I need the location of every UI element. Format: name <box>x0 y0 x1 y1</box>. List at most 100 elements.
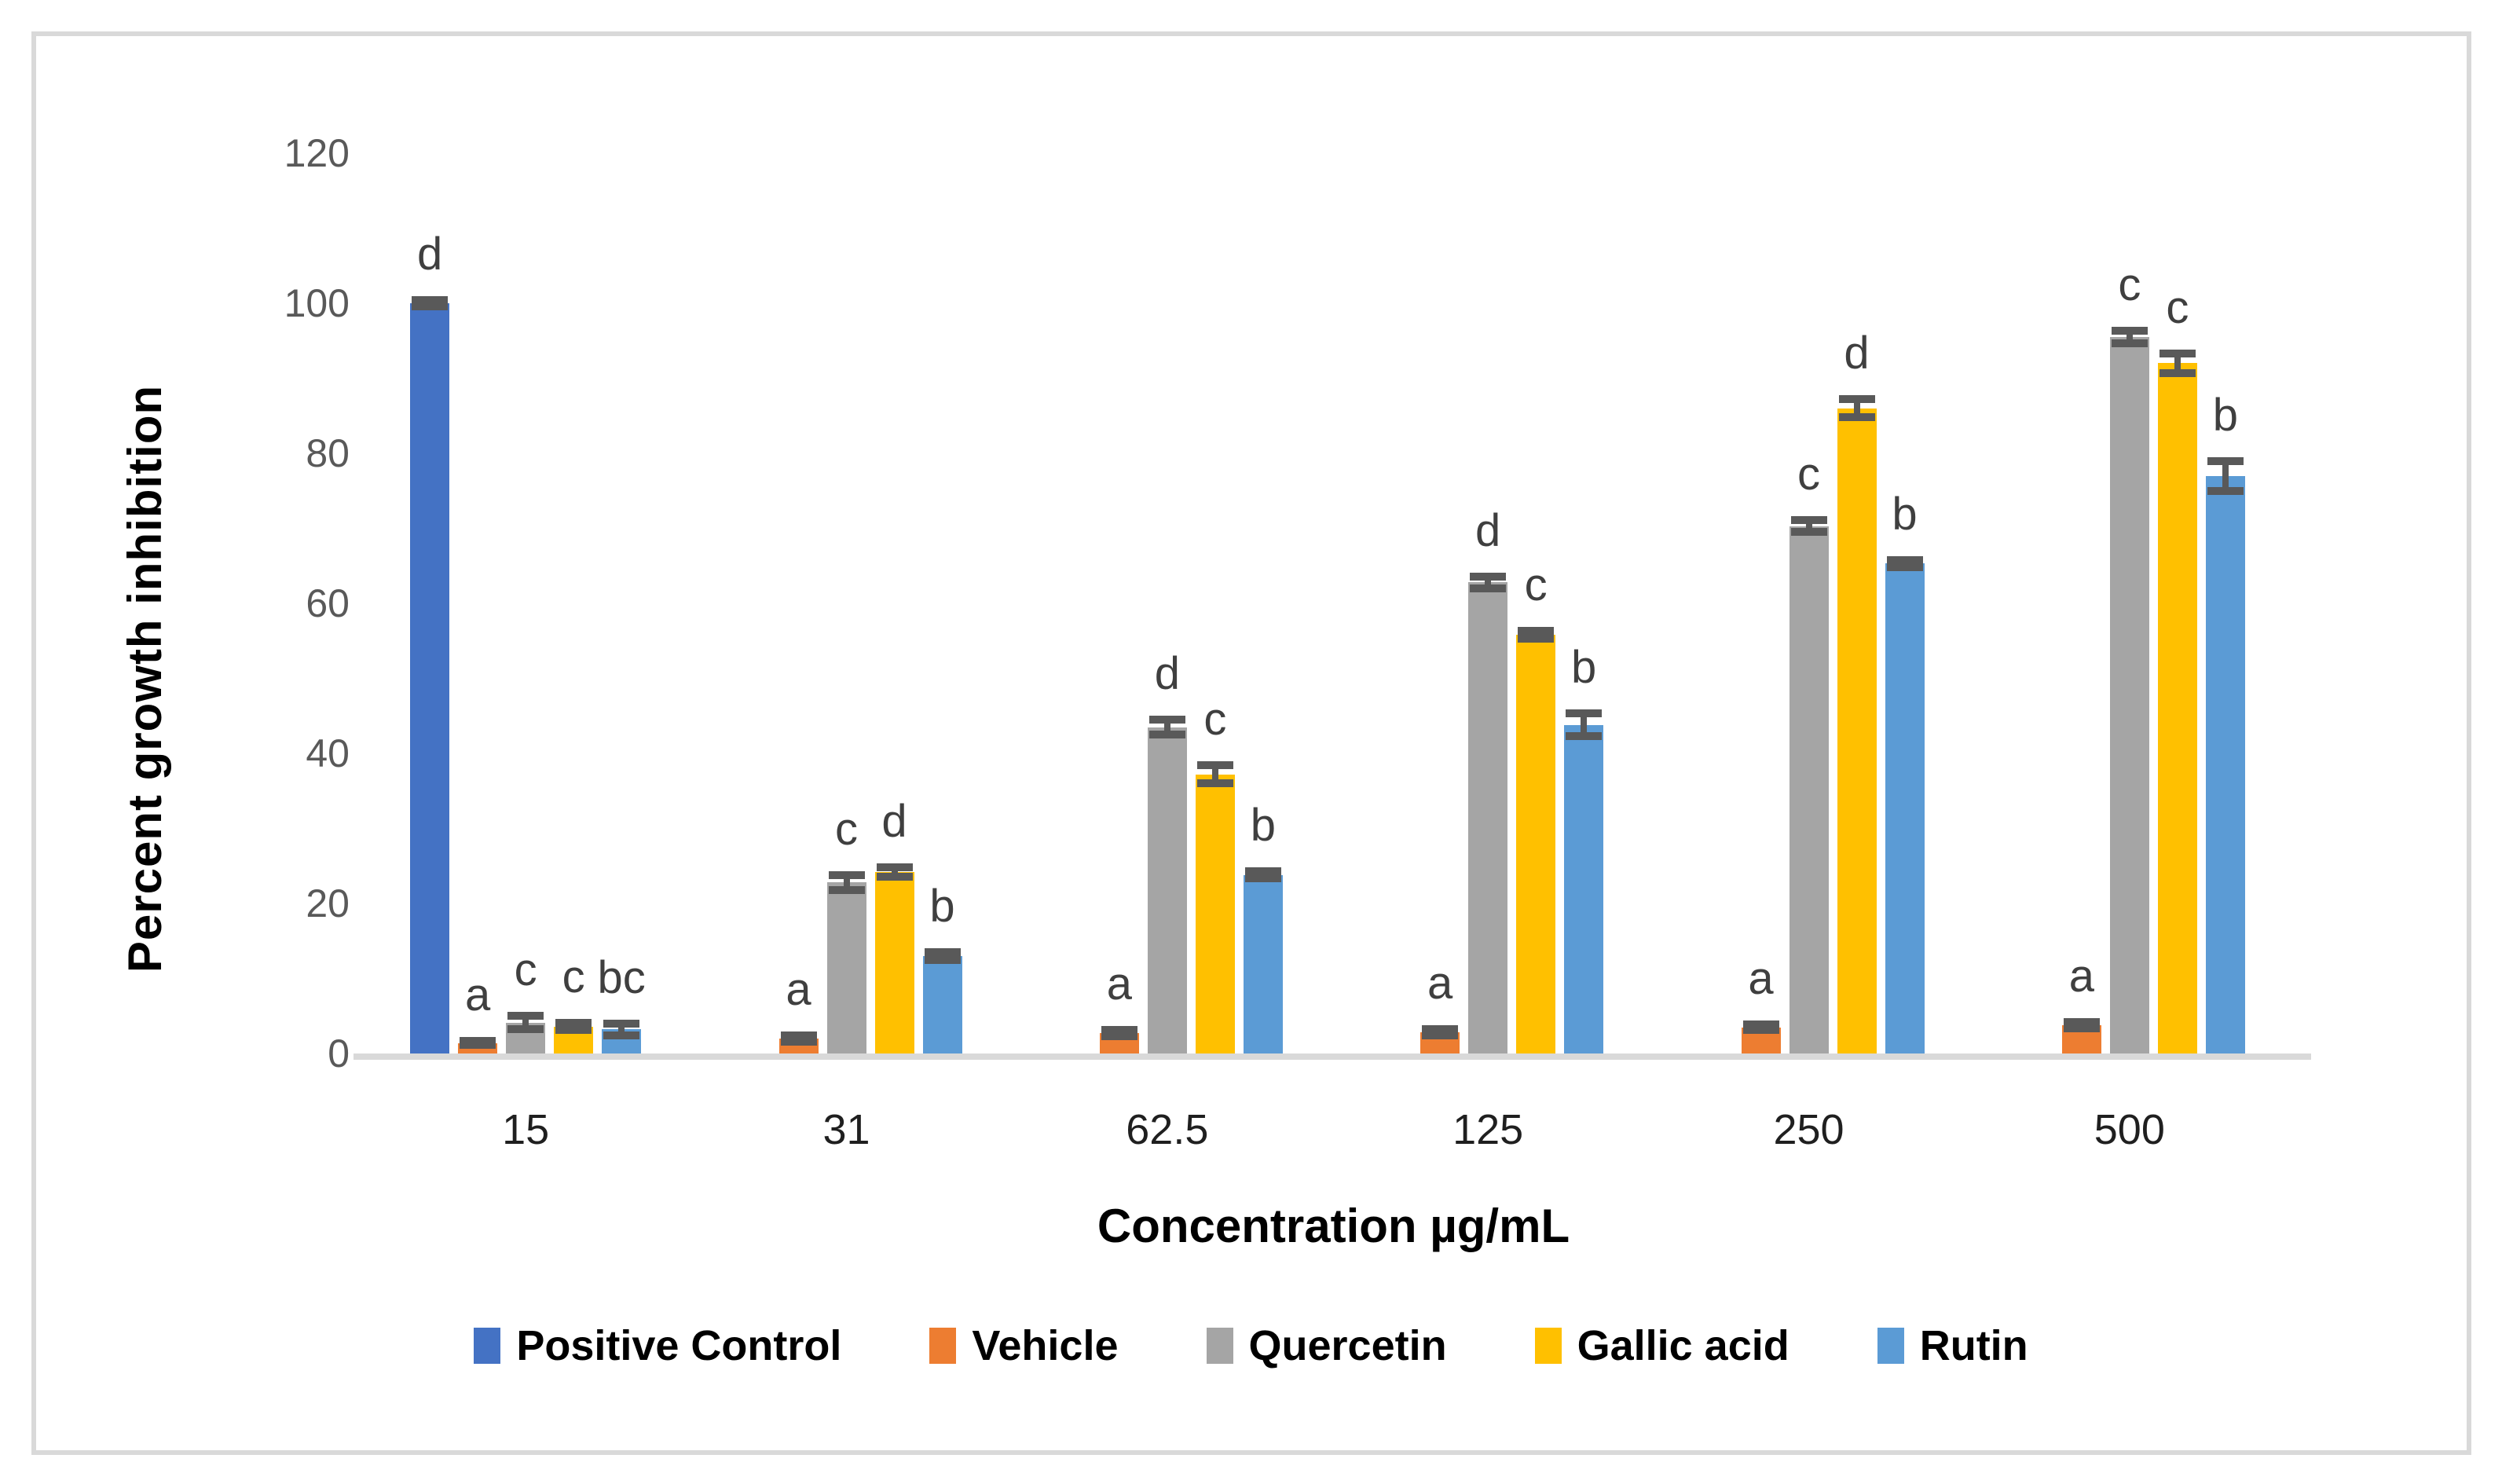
legend-marker-positive-control <box>474 1328 501 1364</box>
error-bar-cap <box>2207 486 2244 495</box>
significance-label: c <box>835 803 858 855</box>
error-bar-cap <box>828 870 865 879</box>
y-tick-label: 80 <box>306 431 350 475</box>
error-bar-cap <box>780 1031 817 1040</box>
significance-label: c <box>2118 259 2141 311</box>
x-tick-label: 500 <box>2094 1106 2165 1153</box>
error-bar-cap <box>1470 584 1507 592</box>
error-bar-cap <box>924 955 961 964</box>
significance-label: c <box>1797 448 1820 500</box>
error-bar-cap <box>555 1026 592 1035</box>
x-tick-label: 31 <box>822 1106 870 1153</box>
error-bar-cap <box>2111 339 2148 347</box>
legend: Positive Control Vehicle Quercetin Gallic a… <box>0 1321 2502 1370</box>
significance-label: b <box>1250 799 1276 851</box>
error-bar-cap <box>412 296 449 305</box>
legend-marker-gallic-acid <box>1534 1328 1562 1364</box>
bar-gallic-acid-31 <box>874 871 914 1053</box>
x-tick-label: 15 <box>502 1106 550 1153</box>
error-bar-cap <box>507 1012 544 1020</box>
legend-label: Quercetin <box>1248 1322 1447 1369</box>
legend-label: Positive Control <box>516 1322 842 1369</box>
error-bar-cap <box>555 1018 592 1027</box>
error-bar-cap <box>1196 761 1233 770</box>
error-bar-cap <box>1886 563 1923 572</box>
y-tick-label: 0 <box>328 1031 350 1075</box>
significance-label: b <box>2212 389 2238 441</box>
error-bar-cap <box>876 872 913 881</box>
significance-label: a <box>2068 950 2094 1002</box>
legend-item-quercetin: Quercetin <box>1206 1321 1447 1370</box>
legend-label: Gallic acid <box>1577 1322 1789 1369</box>
significance-label: c <box>514 944 537 996</box>
bar-gallic-acid-500 <box>2157 363 2197 1053</box>
error-bar-stem <box>843 874 850 890</box>
significance-label: c <box>2166 281 2189 333</box>
error-bar-stem <box>2222 460 2229 491</box>
y-tick-label: 100 <box>284 281 350 325</box>
significance-label: a <box>1106 958 1132 1010</box>
y-tick-label: 40 <box>306 731 350 775</box>
error-bar-stem <box>1805 519 1812 533</box>
error-bar-cap <box>1518 627 1555 636</box>
bar-gallic-acid-62-5 <box>1195 774 1235 1053</box>
error-bar-cap <box>2111 327 2148 335</box>
error-bar-cap <box>1196 779 1233 788</box>
y-tick-label: 60 <box>306 581 350 625</box>
legend-item-gallic-acid: Gallic acid <box>1534 1321 1789 1370</box>
error-bar-stem <box>891 867 898 877</box>
error-bar-stem <box>2174 353 2181 373</box>
error-bar-stem <box>1485 576 1492 588</box>
legend-marker-vehicle <box>929 1328 957 1364</box>
error-bar-cap <box>1838 413 1875 422</box>
bar-quercetin-62-5 <box>1147 727 1187 1053</box>
error-bar-stem <box>1163 720 1170 735</box>
legend-label: Vehicle <box>972 1322 1119 1369</box>
error-bar-cap <box>2063 1024 2100 1032</box>
error-bar-cap <box>1470 572 1507 581</box>
y-tick-label: 120 <box>284 131 350 175</box>
error-bar-cap <box>1148 731 1185 739</box>
significance-label: c <box>1203 694 1227 746</box>
significance-label: b <box>929 881 955 933</box>
legend-marker-quercetin <box>1206 1328 1233 1364</box>
significance-label: a <box>465 969 491 1020</box>
error-bar-cap <box>460 1036 496 1045</box>
significance-label: d <box>1844 328 1870 379</box>
significance-label: b <box>1892 488 1918 540</box>
bar-quercetin-31 <box>826 882 866 1053</box>
y-tick-label: 20 <box>306 881 350 925</box>
error-bar-cap <box>1566 732 1603 741</box>
error-bar-cap <box>1422 1031 1459 1040</box>
error-bar-stem <box>2126 331 2133 343</box>
significance-label: d <box>1475 504 1501 556</box>
bar-gallic-acid-250 <box>1837 408 1877 1053</box>
error-bar-stem <box>1211 765 1218 784</box>
error-bar-cap <box>828 885 865 894</box>
bar-gallic-acid-125 <box>1516 635 1556 1053</box>
bar-rutin-31 <box>922 955 962 1053</box>
legend-label: Rutin <box>1919 1322 2028 1369</box>
significance-label: d <box>881 796 907 848</box>
error-bar-cap <box>1244 874 1281 883</box>
significance-label: c <box>562 951 585 1002</box>
error-bar-stem <box>1853 399 1860 418</box>
bar-quercetin-500 <box>2109 336 2149 1053</box>
error-bar-cap <box>2063 1017 2100 1026</box>
x-axis-line <box>354 1053 2311 1060</box>
error-bar-cap <box>1148 716 1185 724</box>
significance-label: a <box>1427 958 1453 1009</box>
x-tick-label: 62.5 <box>1126 1106 1209 1153</box>
significance-label: a <box>786 964 811 1016</box>
bar-quercetin-125 <box>1468 582 1508 1053</box>
error-bar-cap <box>2207 456 2244 465</box>
error-bar-cap <box>1244 867 1281 875</box>
bar-rutin-125 <box>1564 724 1604 1053</box>
error-bar-cap <box>1422 1025 1459 1034</box>
error-bar-cap <box>1742 1020 1779 1028</box>
significance-label: d <box>1154 648 1180 700</box>
error-bar-stem <box>522 1016 529 1030</box>
x-axis-title: Concentration µg/mL <box>1097 1200 1570 1252</box>
significance-label: c <box>1524 559 1548 611</box>
